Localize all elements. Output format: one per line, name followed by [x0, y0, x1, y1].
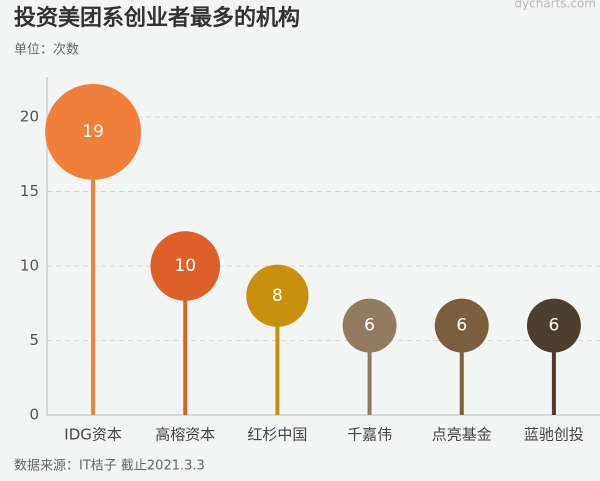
lollipop-head: [45, 83, 142, 180]
value-label: 10: [174, 256, 196, 276]
y-tick-label: 15: [20, 182, 39, 200]
value-label: 19: [82, 122, 104, 142]
x-tick-label: IDG资本: [64, 426, 122, 444]
value-label: 6: [456, 316, 467, 336]
lollipop-head: [434, 298, 489, 353]
x-tick-label: 红杉中国: [247, 426, 307, 444]
lollipop-head: [150, 231, 221, 301]
lollipop-head: [246, 264, 309, 327]
y-tick-label: 10: [20, 257, 39, 275]
x-tick-label: 蓝驰创投: [524, 426, 584, 444]
value-label: 8: [272, 286, 283, 306]
y-tick-label: 20: [20, 108, 39, 126]
chart-title: 投资美团系创业者最多的机构: [14, 5, 300, 31]
x-tick-label: 点亮基金: [432, 426, 492, 444]
chart-subtitle: 单位：次数: [14, 42, 79, 58]
x-tick-label: 千嘉伟: [347, 426, 392, 444]
watermark: dycharts.com: [514, 0, 596, 11]
y-tick-label: 5: [29, 331, 39, 349]
lollipop-head: [342, 298, 397, 353]
y-tick-label: 0: [29, 406, 39, 424]
value-label: 6: [549, 316, 560, 336]
value-label: 6: [364, 316, 375, 336]
x-tick-label: 高榕资本: [155, 426, 215, 444]
lollipop-head: [526, 298, 581, 353]
source-note: 数据来源：IT桔子 截止2021.3.3: [14, 459, 205, 474]
